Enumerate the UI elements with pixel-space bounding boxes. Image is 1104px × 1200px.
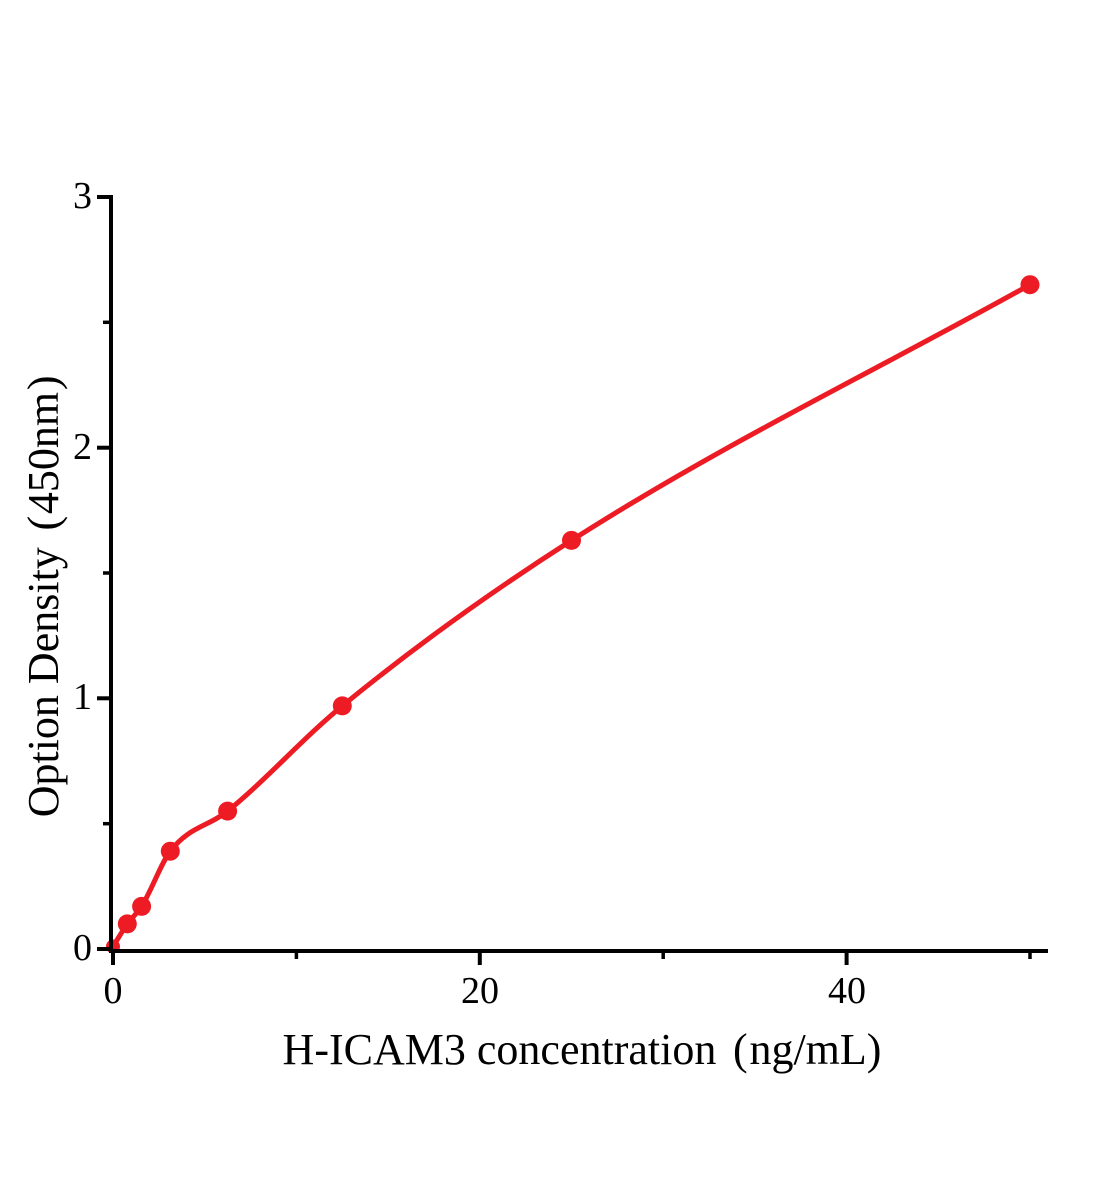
y-axis-title: Option Density(450nm) [19,375,68,818]
x-axis-title: H-ICAM3 concentration (ng/mL) [282,1025,882,1074]
x-tick-label-0: 0 [103,970,123,1012]
data-point [332,696,352,716]
y-tick-label-1: 1 [73,676,92,719]
data-point [562,530,581,550]
data-point [160,841,180,861]
x-tick-label-20: 20 [461,970,499,1012]
data-point [117,914,137,934]
x-tick-label-40: 40 [828,970,866,1012]
data-point [1020,275,1040,295]
standard-curve-line [110,282,1033,949]
data-point [218,801,238,821]
y-tick-label-0: 0 [73,927,92,970]
data-point [132,896,152,916]
y-tick-label-3: 3 [73,175,92,218]
y-tick-label-2: 2 [73,426,92,469]
